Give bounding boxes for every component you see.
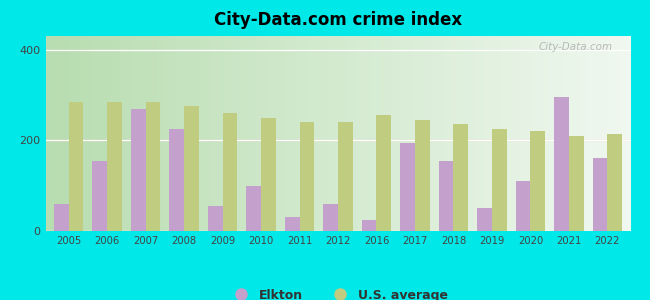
Bar [530,131,545,231]
Bar [131,109,146,231]
Bar [376,116,391,231]
Bar [400,142,415,231]
Bar [454,124,468,231]
Bar [222,113,237,231]
Bar [92,161,107,231]
Bar [362,220,376,231]
Bar [324,204,338,231]
Bar [607,134,622,231]
Bar [300,122,314,231]
Bar [170,129,184,231]
Bar [285,218,300,231]
Bar [107,102,122,231]
Title: City-Data.com crime index: City-Data.com crime index [214,11,462,29]
Bar [415,120,430,231]
Bar [54,204,69,231]
Bar [593,158,607,231]
Bar [569,136,584,231]
Bar [516,181,530,231]
Legend: Elkton, U.S. average: Elkton, U.S. average [224,284,452,300]
Bar [246,186,261,231]
Bar [439,161,454,231]
Text: City-Data.com: City-Data.com [539,42,613,52]
Bar [69,102,83,231]
Bar [492,129,506,231]
Bar [554,97,569,231]
Bar [261,118,276,231]
Bar [184,106,199,231]
Bar [146,102,160,231]
Bar [477,208,492,231]
Bar [208,206,222,231]
Bar [338,122,352,231]
